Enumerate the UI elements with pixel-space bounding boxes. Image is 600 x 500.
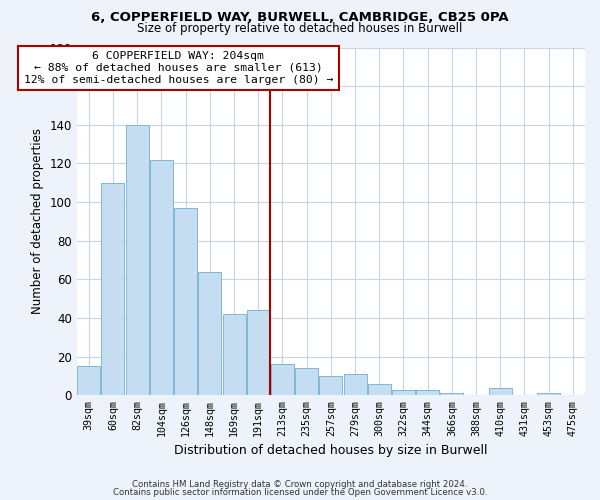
Bar xyxy=(101,183,124,396)
Bar xyxy=(416,390,439,396)
Bar xyxy=(392,390,415,396)
Bar xyxy=(489,388,512,396)
Bar xyxy=(537,394,560,396)
Bar xyxy=(247,310,270,396)
Y-axis label: Number of detached properties: Number of detached properties xyxy=(31,128,44,314)
Bar xyxy=(199,272,221,396)
Bar xyxy=(271,364,294,396)
Text: 6, COPPERFIELD WAY, BURWELL, CAMBRIDGE, CB25 0PA: 6, COPPERFIELD WAY, BURWELL, CAMBRIDGE, … xyxy=(91,11,509,24)
Bar xyxy=(126,125,149,396)
Text: Size of property relative to detached houses in Burwell: Size of property relative to detached ho… xyxy=(137,22,463,35)
Text: Contains HM Land Registry data © Crown copyright and database right 2024.: Contains HM Land Registry data © Crown c… xyxy=(132,480,468,489)
Bar xyxy=(319,376,343,396)
Bar xyxy=(295,368,318,396)
Bar xyxy=(344,374,367,396)
Bar xyxy=(223,314,245,396)
Text: Contains public sector information licensed under the Open Government Licence v3: Contains public sector information licen… xyxy=(113,488,487,497)
Bar xyxy=(174,208,197,396)
Bar xyxy=(150,160,173,396)
Bar xyxy=(440,394,463,396)
X-axis label: Distribution of detached houses by size in Burwell: Distribution of detached houses by size … xyxy=(174,444,488,458)
Bar xyxy=(77,366,100,396)
Text: 6 COPPERFIELD WAY: 204sqm
← 88% of detached houses are smaller (613)
12% of semi: 6 COPPERFIELD WAY: 204sqm ← 88% of detac… xyxy=(23,52,333,84)
Bar xyxy=(368,384,391,396)
